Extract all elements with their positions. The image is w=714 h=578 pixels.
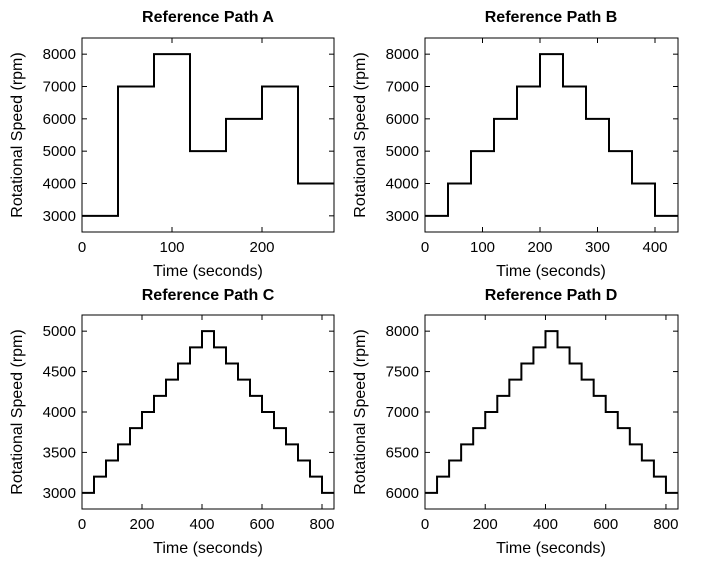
subplot-a-y-ticks: 3000 4000 5000 6000 7000 8000 [43,46,334,225]
subplot-d-title: Reference Path D [485,287,618,304]
subplot-d-x-tick-label: 200 [473,516,498,533]
subplot-b-y-tick-label: 4000 [386,176,419,193]
subplot-a-axes [81,37,335,233]
subplot-b-x-tick-label: 100 [470,239,495,256]
subplot-d-y-ticks: 6000 6500 7000 7500 8000 [386,323,678,502]
subplot-d-x-tick-label: 0 [421,516,429,533]
subplot-d-series-line [425,330,678,494]
subplot-a-y-tick-label: 8000 [43,46,76,63]
subplot-c-y-ticks: 3000 3500 4000 4500 5000 [43,323,334,502]
subplot-a-x-axis-label: Time (seconds) [153,263,263,280]
subplot-b-x-ticks: 0 100 200 300 400 [421,38,668,256]
subplot-a-y-tick-label: 5000 [43,143,76,160]
subplot-c-x-ticks: 0 200 400 600 800 [78,315,335,533]
subplot-a: Reference Path A 3000 4000 5000 6000 7000 800… [9,9,335,280]
subplot-d-y-tick-label: 6500 [386,444,419,461]
subplot-d-y-axis-label: Rotational Speed (rpm) [352,329,369,494]
subplot-b-x-axis-label: Time (seconds) [496,263,606,280]
subplot-c-axes [81,314,335,510]
subplot-c-x-axis-label: Time (seconds) [153,540,263,557]
subplot-a-series-line [82,53,334,217]
subplot-d-y-tick-label: 6000 [386,485,419,502]
subplot-c-series-line [82,330,334,494]
subplot-d-y-tick-label: 7500 [386,364,419,381]
subplot-b-y-tick-label: 3000 [386,208,419,225]
subplot-a-title: Reference Path A [142,9,274,26]
subplot-c-title: Reference Path C [142,287,275,304]
subplot-b-y-ticks: 3000 4000 5000 6000 7000 8000 [386,46,678,225]
subplot-b-x-tick-label: 300 [585,239,610,256]
subplot-a-y-tick-label: 6000 [43,111,76,128]
subplot-c-x-tick-label: 600 [249,516,274,533]
subplot-d-x-tick-label: 800 [653,516,678,533]
subplot-b-x-tick-label: 0 [421,239,429,256]
subplot-a-y-tick-label: 4000 [43,176,76,193]
subplot-d-y-tick-label: 8000 [386,323,419,340]
subplot-b-y-tick-label: 7000 [386,79,419,96]
subplot-d-x-tick-label: 400 [533,516,558,533]
subplot-b-title: Reference Path B [485,9,618,26]
subplot-c-y-tick-label: 4500 [43,364,76,381]
subplot-b-y-axis-label: Rotational Speed (rpm) [352,52,369,217]
subplot-c-x-tick-label: 0 [78,516,86,533]
subplot-c-y-tick-label: 4000 [43,404,76,421]
subplot-b: Reference Path B 30004000500060007000800… [352,9,679,280]
subplot-d-x-axis-label: Time (seconds) [496,540,606,557]
subplot-d-axes [424,314,679,510]
subplot-b-series-line [425,53,678,217]
subplot-c-y-tick-label: 3500 [43,444,76,461]
subplot-c-x-tick-label: 200 [129,516,154,533]
subplot-d-x-tick-label: 600 [593,516,618,533]
subplot-c-y-tick-label: 5000 [43,323,76,340]
subplot-c-y-axis-label: Rotational Speed (rpm) [9,329,26,494]
subplot-a-y-tick-label: 7000 [43,79,76,96]
subplot-d-x-ticks: 0 200 400 600 800 [421,315,678,533]
subplot-a-y-axis-label: Rotational Speed (rpm) [9,52,26,217]
subplot-a-x-tick-label: 0 [78,239,86,256]
subplot-d: Reference Path D 6000 6500 7000 7500 8000 0 2… [352,287,679,557]
subplot-b-y-tick-label: 8000 [386,46,419,63]
subplot-b-x-tick-label: 200 [527,239,552,256]
subplot-c-x-tick-label: 400 [189,516,214,533]
subplot-b-axes [424,37,679,233]
subplot-a-x-tick-label: 100 [159,239,184,256]
subplot-d-y-tick-label: 7000 [386,404,419,421]
subplot-c-y-tick-label: 3000 [43,485,76,502]
subplot-b-x-tick-label: 400 [642,239,667,256]
subplot-a-x-ticks: 0 100 200 [78,38,275,256]
subplot-c-x-tick-label: 800 [309,516,334,533]
subplot-b-y-tick-label: 5000 [386,143,419,160]
subplot-a-y-tick-label: 3000 [43,208,76,225]
subplot-b-y-tick-label: 6000 [386,111,419,128]
subplot-c: Reference Path C 3000 3500 4000 4500 5000 0 2… [9,287,335,557]
subplot-a-x-tick-label: 200 [249,239,274,256]
